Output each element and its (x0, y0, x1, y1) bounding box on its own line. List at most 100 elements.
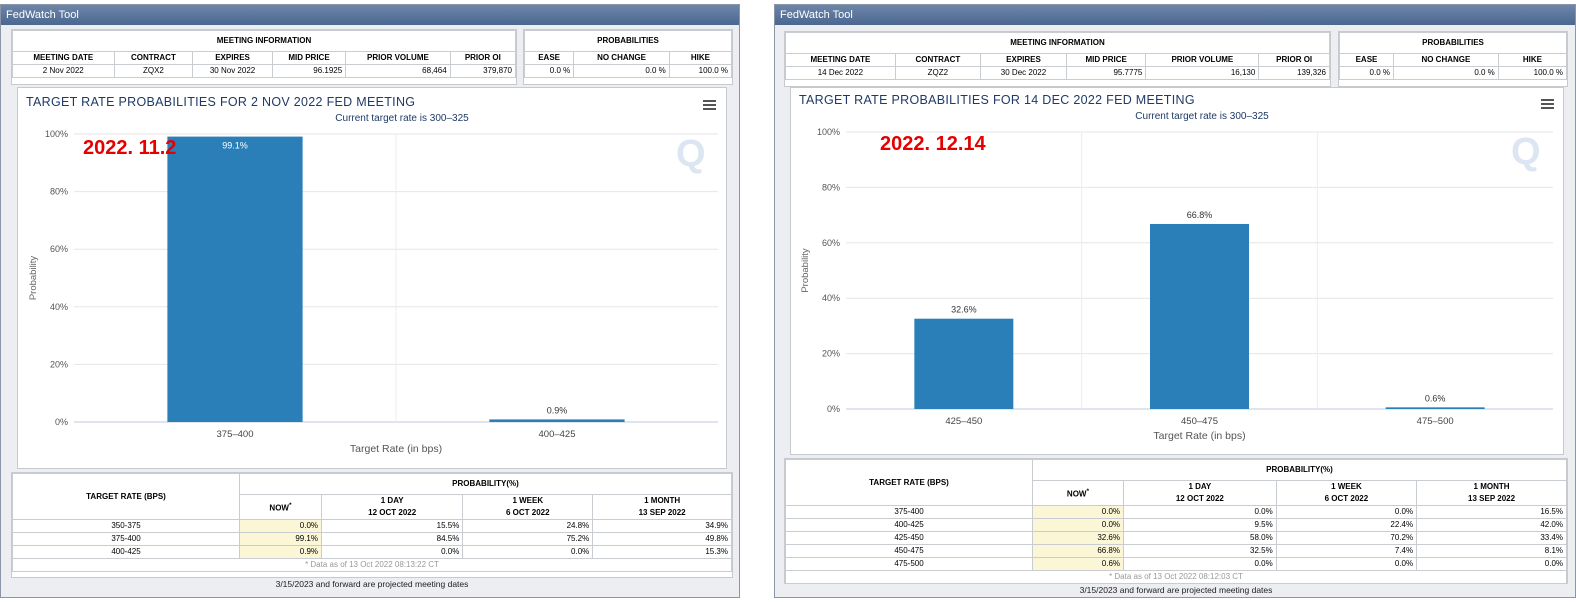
probability-cell: 0.0% (1032, 505, 1124, 519)
window-title: FedWatch Tool (1, 5, 739, 25)
col-ease: EASE (523, 51, 575, 65)
bar (1150, 223, 1249, 409)
probability-table-box: TARGET RATE (BPS) PROBABILITY(%) NOW* 1 … (784, 458, 1568, 595)
probability-cell: 15.3% (592, 545, 732, 559)
probabilities-title: PROBABILITIES (524, 30, 732, 52)
data-label: 32.6% (951, 305, 977, 315)
table-row: 400-425 0.9% 0.0% 0.0% 15.3% (12, 545, 732, 559)
x-tick-label: 450–475 (1181, 416, 1218, 427)
probability-table-box: TARGET RATE (BPS) PROBABILITY(%) NOW* 1 … (11, 472, 733, 589)
data-label: 66.8% (1187, 210, 1213, 220)
probability-cell: 16.5% (1416, 505, 1567, 519)
probability-cell: 0.0% (320, 545, 464, 559)
data-as-of-note: * Data as of 13 Oct 2022 08:12:03 CT (785, 570, 1567, 584)
col-contract: CONTRACT (894, 53, 981, 67)
y-tick-label: 40% (822, 293, 840, 303)
col-expires: EXPIRES (192, 51, 273, 65)
probability-cell: 0.0% (1416, 557, 1567, 571)
probability-cell: 32.6% (1032, 531, 1124, 545)
y-tick-label: 80% (822, 182, 840, 192)
target-rate-cell: 450-475 (785, 544, 1033, 558)
y-tick-label: 20% (50, 359, 68, 369)
probability-cell: 0.0% (1123, 505, 1277, 519)
mid-price-value: 96.1925 (271, 64, 347, 78)
y-axis-title: Probability (28, 256, 39, 301)
probability-cell: 34.9% (592, 519, 732, 533)
col-1month: 1 MONTH 13 SEP 2022 (1416, 480, 1567, 506)
probabilities-title: PROBABILITIES (1339, 32, 1567, 54)
meeting-date-value: 2 Nov 2022 (12, 64, 115, 78)
table-row: 450-475 66.8% 32.5% 7.4% 8.1% (785, 544, 1567, 558)
target-rate-cell: 400-425 (12, 545, 240, 559)
x-tick-label: 425–450 (945, 416, 982, 427)
contract-value: ZQZ2 (894, 66, 981, 80)
meeting-info-title: MEETING INFORMATION (12, 30, 516, 52)
target-rate-cell: 425-450 (785, 531, 1033, 545)
probability-cell: 99.1% (239, 532, 322, 546)
expires-value: 30 Nov 2022 (192, 64, 273, 78)
x-tick-label: 400–425 (539, 429, 576, 440)
probability-cell: 0.0% (462, 545, 594, 559)
data-as-of-note: * Data as of 13 Oct 2022 08:13:22 CT (12, 558, 732, 572)
col-mid-price: MID PRICE (1065, 53, 1147, 67)
meeting-date-value: 14 Dec 2022 (785, 66, 896, 80)
hike-value: 100.0 % (668, 64, 733, 78)
col-now: NOW* (1032, 480, 1124, 506)
x-axis-title: Target Rate (in bps) (350, 443, 442, 455)
probability-cell: 75.2% (462, 532, 594, 546)
probability-cell: 42.0% (1416, 518, 1567, 532)
probability-cell: 0.0% (1123, 557, 1277, 571)
fedwatch-panel-nov: FedWatch Tool MEETING INFORMATION MEETIN… (0, 4, 740, 598)
chart-title: TARGET RATE PROBABILITIES FOR 14 DEC 202… (799, 93, 1195, 107)
probabilities-box: PROBABILITIES EASE NO CHANGE HIKE 0.0 % … (523, 29, 733, 85)
y-axis-title: Probability (800, 248, 811, 293)
prior-oi-value: 139,326 (1258, 66, 1330, 80)
probability-cell: 9.5% (1123, 518, 1277, 532)
date-annotation: 2022. 11.2 (83, 137, 177, 159)
col-ease: EASE (1339, 53, 1394, 67)
y-tick-label: 60% (822, 238, 840, 248)
probability-cell: 70.2% (1275, 531, 1418, 545)
probability-cell: 84.5% (320, 532, 464, 546)
target-rate-cell: 375-400 (785, 505, 1033, 519)
date-annotation: 2022. 12.14 (880, 133, 986, 155)
target-rate-header: TARGET RATE (BPS) (12, 473, 240, 520)
ease-value: 0.0 % (523, 64, 575, 78)
probability-cell: 32.5% (1123, 544, 1277, 558)
ease-value: 0.0 % (1339, 66, 1394, 80)
prior-volume-value: 68,464 (345, 64, 451, 78)
col-meeting-date: MEETING DATE (785, 53, 896, 67)
bar (914, 318, 1014, 409)
no-change-value: 0.0 % (1393, 66, 1499, 80)
col-1day: 1 DAY 12 OCT 2022 (320, 494, 464, 520)
hamburger-menu-icon[interactable] (1541, 99, 1554, 109)
col-now: NOW* (239, 494, 322, 520)
mid-price-value: 95.7775 (1065, 66, 1147, 80)
col-mid-price: MID PRICE (271, 51, 347, 65)
col-contract: CONTRACT (113, 51, 194, 65)
hamburger-menu-icon[interactable] (703, 100, 716, 110)
y-tick-label: 100% (817, 127, 840, 137)
col-expires: EXPIRES (979, 53, 1067, 67)
probability-group-header: PROBABILITY(%) (1032, 459, 1567, 481)
col-prior-oi: PRIOR OI (1258, 53, 1330, 67)
probability-cell: 7.4% (1275, 544, 1418, 558)
bar (489, 419, 625, 422)
probability-cell: 22.4% (1275, 518, 1418, 532)
projection-footer: 3/15/2023 and forward are projected meet… (275, 579, 469, 589)
probability-cell: 15.5% (320, 519, 464, 533)
meeting-info-title: MEETING INFORMATION (785, 32, 1330, 54)
target-rate-header: TARGET RATE (BPS) (785, 459, 1033, 506)
probability-cell: 33.4% (1416, 531, 1567, 545)
probability-cell: 0.0% (1032, 518, 1124, 532)
probability-cell: 0.0% (239, 519, 322, 533)
q-logo-icon: Q (676, 133, 706, 175)
probability-cell: 0.0% (1275, 505, 1418, 519)
table-row: 425-450 32.6% 58.0% 70.2% 33.4% (785, 531, 1567, 545)
col-1week: 1 WEEK 6 OCT 2022 (1275, 480, 1418, 506)
y-tick-label: 40% (50, 302, 68, 312)
chart-subtitle: Current target rate is 300–325 (1135, 111, 1269, 122)
col-prior-oi: PRIOR OI (449, 51, 517, 65)
data-label: 0.9% (547, 405, 568, 415)
probability-cell: 24.8% (462, 519, 594, 533)
